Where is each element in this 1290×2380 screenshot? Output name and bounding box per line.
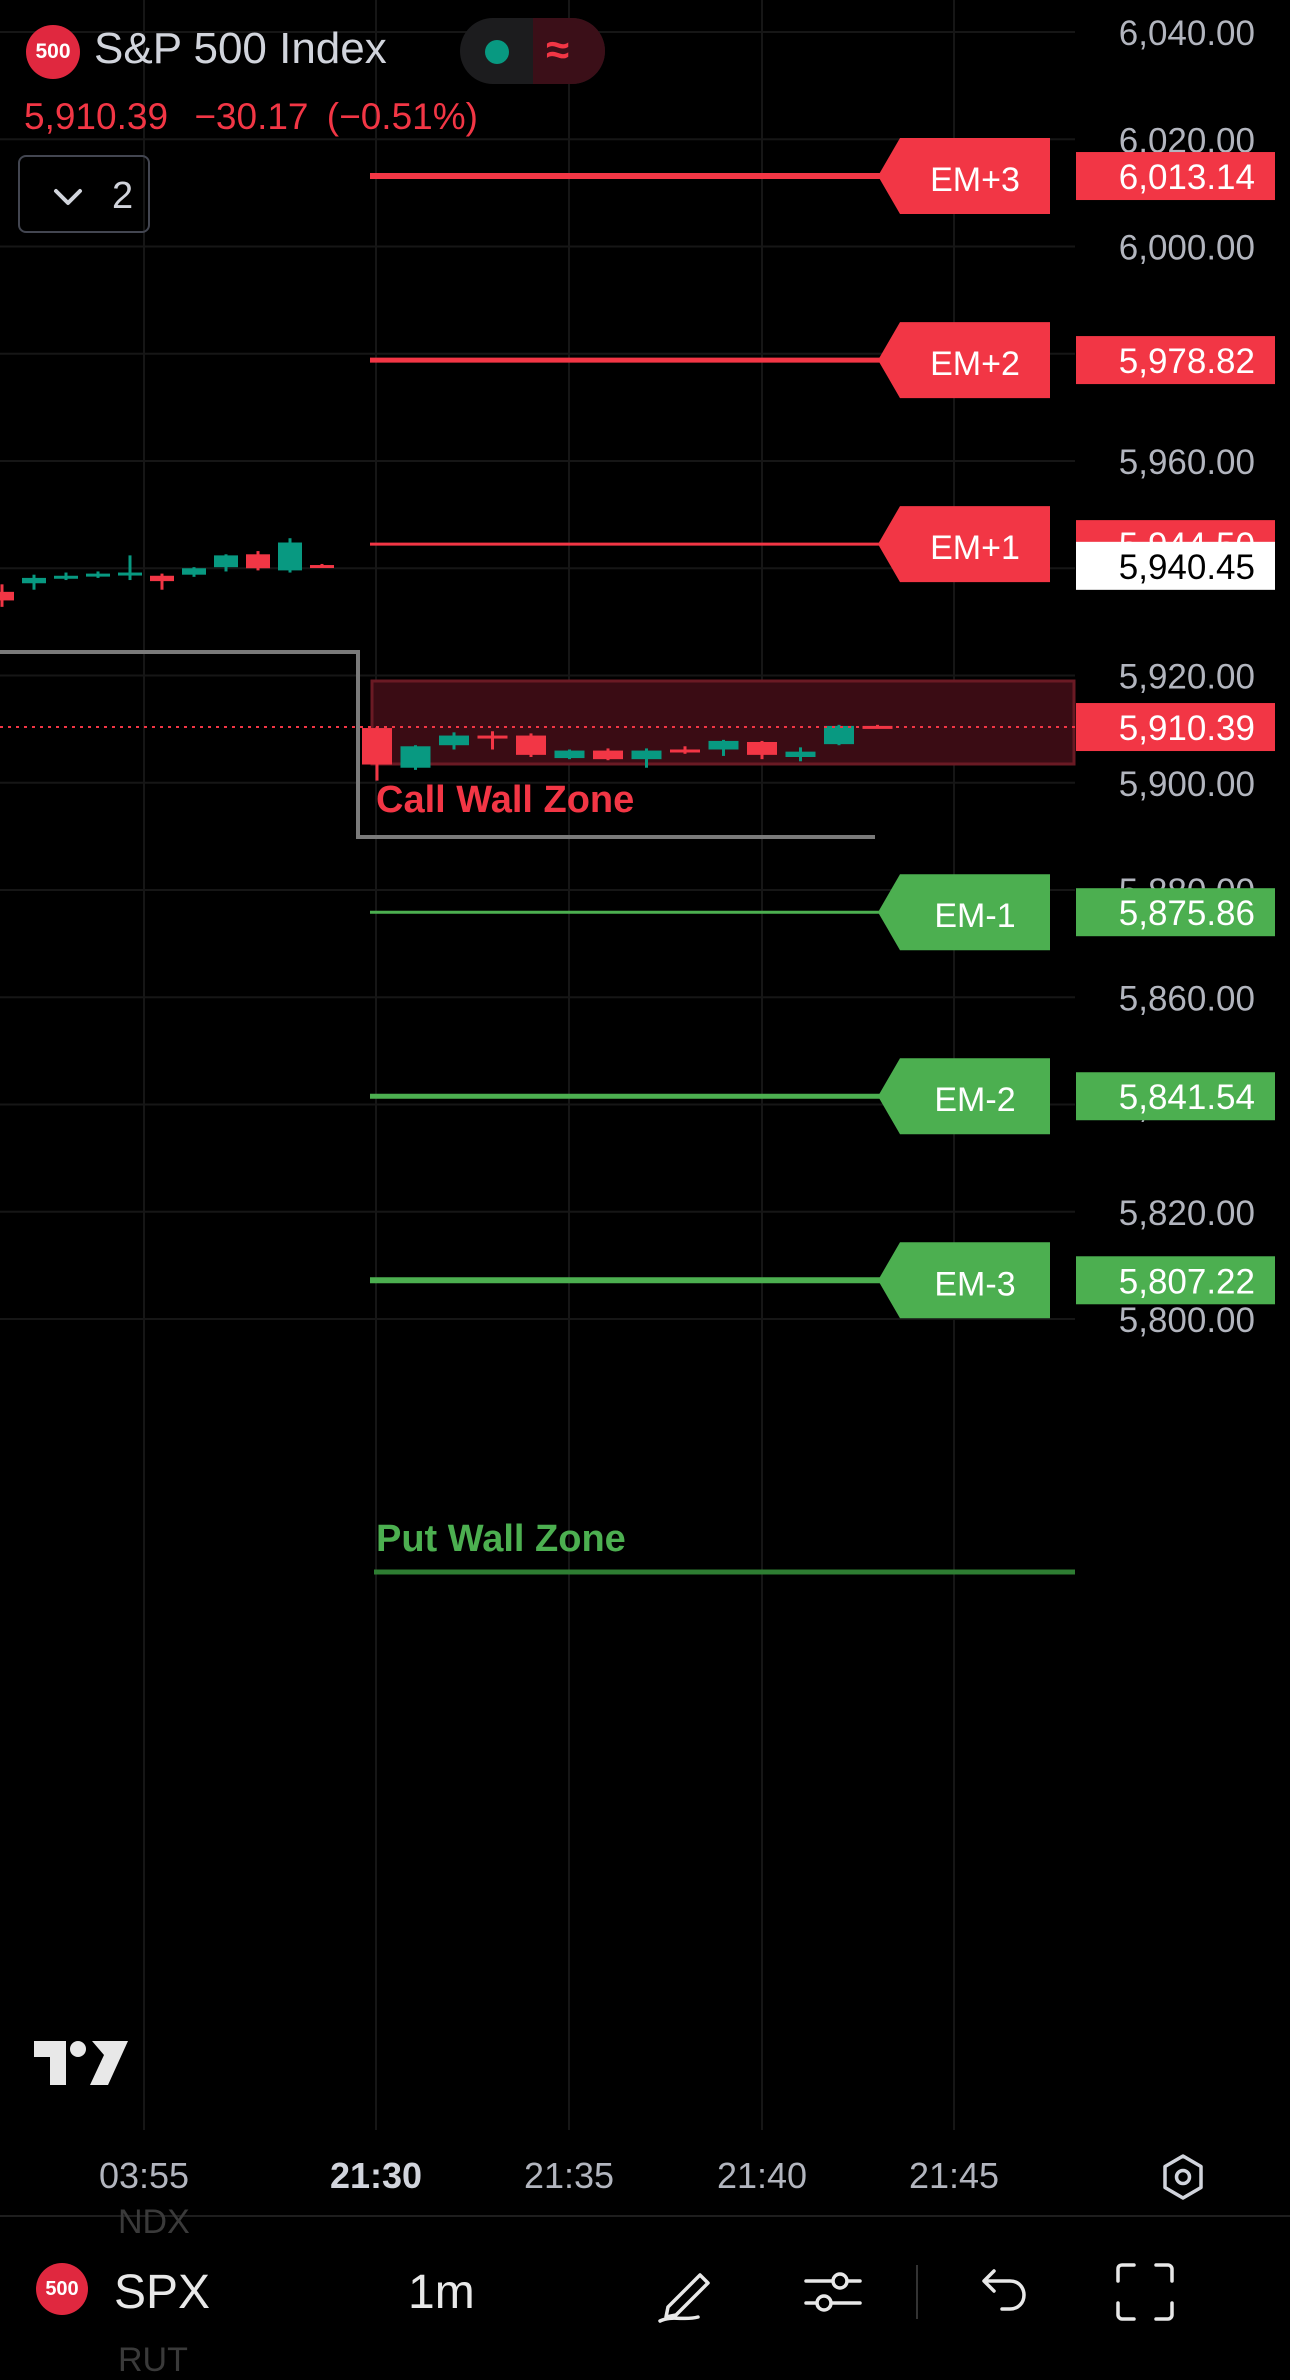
candle-body	[0, 591, 14, 601]
status-pill-right	[533, 18, 605, 84]
em-price-tag	[1076, 336, 1275, 385]
candle-body	[400, 746, 431, 768]
chevron-down-icon	[54, 189, 82, 205]
candle-body	[631, 750, 662, 760]
candle-body	[22, 577, 46, 584]
em-level-tag[interactable]	[878, 1242, 1050, 1319]
em-level-name: EM+2	[930, 345, 1020, 383]
candle-body	[708, 740, 739, 750]
price-axis-tick-label: 5,820.00	[1119, 1194, 1255, 1233]
candle-body	[150, 575, 174, 582]
fullscreen-icon[interactable]	[1112, 2259, 1178, 2325]
candle-body	[785, 751, 816, 758]
crosshair-price-label: 5,940.45	[1119, 548, 1255, 587]
candle-body	[214, 555, 238, 568]
em-price-tag	[1076, 1072, 1275, 1121]
candle-body	[747, 741, 777, 755]
price-change-row: 5,910.39 −30.17 (−0.51%)	[24, 96, 494, 138]
candles	[0, 538, 893, 781]
market-open-dot-icon	[485, 40, 509, 64]
em-price-tag	[1076, 1256, 1275, 1305]
symbol-logo-badge[interactable]: 500	[26, 25, 80, 79]
candle-body	[278, 542, 302, 571]
candle-body	[824, 725, 854, 745]
candle-body	[362, 728, 392, 765]
last-price: 5,910.39	[24, 96, 169, 137]
price-axis-tick-label: 5,920.00	[1119, 658, 1255, 697]
pencil-icon[interactable]	[654, 2259, 720, 2325]
toolbar-divider	[916, 2265, 918, 2319]
symbol-button[interactable]: SPX	[114, 2266, 211, 2319]
em-level-tag[interactable]	[878, 506, 1050, 583]
put-wall-zone-label: Put Wall Zone	[376, 1518, 626, 1560]
price-axis-tick-label: 5,800.00	[1119, 1301, 1255, 1340]
candle-body	[86, 573, 110, 577]
time-label: 03:55	[98, 2155, 190, 2196]
em-level-name: EM-3	[934, 1265, 1015, 1303]
candle-body	[554, 750, 585, 759]
em-level-tag[interactable]	[878, 1058, 1050, 1135]
time-label: 21:35	[523, 2155, 615, 2196]
delayed-data-wave-icon: ≈	[546, 26, 570, 73]
candle-body	[118, 572, 142, 576]
candle-body	[670, 749, 700, 753]
tradingview-logo-icon[interactable]	[32, 2035, 132, 2091]
current-price-tag	[1076, 703, 1275, 752]
price-change-percent: (−0.51%)	[326, 96, 478, 137]
crosshair-price-tag	[1076, 541, 1275, 590]
candle-body	[477, 735, 508, 739]
em-price-label: 5,875.86	[1119, 894, 1255, 933]
em-level-name: EM-2	[934, 1081, 1015, 1119]
candle-body	[593, 750, 623, 760]
watchlist-ghost-item: RUT	[118, 2341, 188, 2379]
price-axis-tick-label: 6,040.00	[1119, 14, 1255, 53]
price-chart[interactable]: Call Wall Zone Put Wall Zone EM+3 EM+2 EM+1…	[0, 0, 1290, 2215]
em-level-name: EM-1	[934, 897, 1015, 935]
candle-body	[516, 735, 546, 755]
time-label: 21:30	[329, 2155, 423, 2196]
candle-body	[862, 725, 893, 729]
em-price-label: 6,013.14	[1119, 158, 1255, 197]
candle-body	[54, 575, 78, 579]
em-level-tag[interactable]	[878, 322, 1050, 399]
bottom-toolbar: NDX RUT 500 SPX 1m	[0, 2203, 1290, 2379]
price-axis-tick-label: 5,960.00	[1119, 443, 1255, 482]
time-label: 21:40	[716, 2155, 808, 2196]
em-price-tag	[1076, 888, 1275, 937]
price-axis-tick-label: 5,860.00	[1119, 979, 1255, 1018]
candle-body	[439, 735, 469, 746]
price-axis-tick-label: 6,000.00	[1119, 229, 1255, 268]
sliders-icon[interactable]	[800, 2259, 866, 2325]
candle-body	[310, 565, 334, 569]
em-level-tag[interactable]	[878, 874, 1050, 951]
symbol-title[interactable]: S&P 500 Index	[94, 24, 387, 73]
em-levels: EM+3 EM+2 EM+1 EM-1 EM-2 EM-3	[0, 138, 1075, 1319]
current-price-label: 5,910.39	[1119, 709, 1255, 748]
chart-header: 500 S&P 500 Index ≈ 5,910.39 −30.17 (−0.…	[0, 0, 1070, 250]
price-axis: 6,040.006,020.006,000.005,980.005,960.00…	[1076, 14, 1275, 1340]
candle-body	[246, 554, 270, 569]
time-label: 21:45	[908, 2155, 1000, 2196]
wall-zones: Call Wall Zone Put Wall Zone	[0, 650, 1076, 1575]
call-wall-zone-label: Call Wall Zone	[376, 779, 634, 821]
indicator-count: 2	[112, 175, 134, 217]
symbol-logo-badge[interactable]: 500	[36, 2263, 88, 2315]
chart-settings-gear-icon[interactable]	[1158, 2152, 1208, 2202]
em-level-name: EM+3	[930, 161, 1020, 199]
candle-body	[182, 568, 206, 575]
interval-button[interactable]: 1m	[408, 2266, 475, 2319]
previous-session-range-box[interactable]	[0, 650, 875, 839]
market-status-pill[interactable]: ≈	[460, 18, 605, 84]
indicators-collapse-button[interactable]: 2	[18, 155, 150, 233]
undo-icon[interactable]	[968, 2259, 1034, 2325]
em-price-label: 5,978.82	[1119, 342, 1255, 381]
em-level-name: EM+1	[930, 529, 1020, 567]
em-level-tag[interactable]	[878, 138, 1050, 215]
em-price-tag	[1076, 152, 1275, 201]
price-change: −30.17	[194, 96, 309, 137]
price-axis-tick-label: 5,900.00	[1119, 765, 1255, 804]
watchlist-ghost-item: NDX	[118, 2203, 190, 2241]
em-price-label: 5,841.54	[1119, 1078, 1255, 1117]
em-price-label: 5,807.22	[1119, 1262, 1255, 1301]
